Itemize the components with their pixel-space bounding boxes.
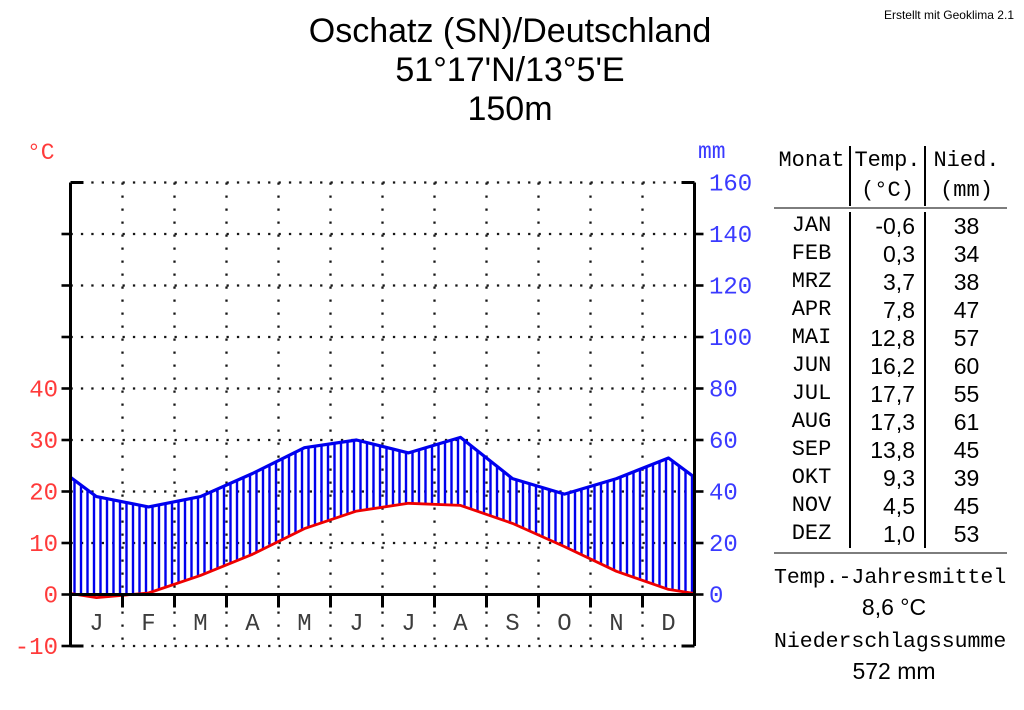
month-label: M (193, 611, 207, 638)
month-label: S (505, 611, 519, 638)
table-row-5-month: JUN (774, 352, 851, 380)
right-axis-label: 160 (709, 172, 752, 199)
table-row-5-temp: 16,2 (851, 352, 926, 380)
summary-block: Temp.-Jahresmittel 8,6 °C Niederschlagss… (774, 565, 1014, 685)
month-label: J (349, 611, 363, 638)
left-axis-label: 30 (29, 429, 58, 456)
table-row-10-month: NOV (774, 492, 851, 520)
month-label: F (141, 611, 155, 638)
month-label: J (89, 611, 103, 638)
month-label: J (401, 611, 415, 638)
table-row-7-month: AUG (774, 408, 851, 436)
col-header-temp-unit: (°C) (851, 176, 926, 206)
temp-mean-value: 8,6 °C (861, 594, 927, 620)
table-row-4-nied: 57 (953, 325, 980, 351)
right-axis-label: 140 (709, 223, 752, 250)
right-axis-label: 120 (709, 275, 752, 302)
table-row-7-temp: 17,3 (851, 408, 926, 436)
table-row-1-nied: 34 (953, 241, 980, 267)
col-header-monat: Monat (774, 146, 851, 176)
table-row-6-temp: 17,7 (851, 380, 926, 408)
station-elevation: 150m (467, 90, 553, 128)
month-label: A (245, 611, 260, 638)
table-bottom-rule (774, 552, 1007, 554)
table-row-8-nied: 45 (953, 437, 980, 463)
left-axis-label: 20 (29, 481, 58, 508)
climate-table: Monat Temp. Nied. (°C) (mm) JAN -0,6 38 FEB… (774, 146, 1014, 557)
table-row-10-nied: 45 (953, 493, 980, 519)
table-row-1-month: FEB (774, 240, 851, 268)
table-row-0-month: JAN (774, 212, 851, 240)
month-label: N (609, 611, 623, 638)
data-panel: Monat Temp. Nied. (°C) (mm) JAN -0,6 38 FEB… (774, 146, 1014, 685)
table-row-8-temp: 13,8 (851, 436, 926, 464)
table-row-6-nied: 55 (953, 381, 980, 407)
month-label: A (453, 611, 468, 638)
table-row-11-month: DEZ (774, 520, 851, 548)
table-row-9-nied: 39 (953, 465, 980, 491)
table-row-3-nied: 47 (953, 297, 980, 323)
precip-sum-label: Niederschlagssumme (774, 630, 1007, 654)
table-row-3-temp: 7,8 (851, 296, 926, 324)
table-row-5-nied: 60 (953, 353, 980, 379)
table-header-rule (774, 207, 1007, 209)
right-axis-unit: mm (698, 139, 726, 165)
table-row-6-month: JUL (774, 380, 851, 408)
col-header-nied-unit: (mm) (940, 178, 993, 203)
table-row-11-nied: 53 (953, 521, 980, 547)
axes (61, 181, 704, 648)
table-row-9-temp: 9,3 (851, 464, 926, 492)
month-label: D (661, 611, 675, 638)
table-row-2-nied: 38 (953, 269, 980, 295)
left-axis-label: 0 (44, 584, 58, 611)
table-row-2-month: MRZ (774, 268, 851, 296)
table-row-2-temp: 3,7 (851, 268, 926, 296)
station-title: Oschatz (SN)/Deutschland (308, 12, 712, 50)
left-axis-label: -10 (15, 635, 58, 662)
right-axis-label: 80 (709, 378, 738, 405)
credit-note: Erstellt mit Geoklima 2.1 (883, 8, 1014, 22)
month-label: M (297, 611, 311, 638)
station-coordinates: 51°17'N/13°5'E (395, 51, 625, 89)
left-axis-label: 40 (29, 378, 58, 405)
col-header-temp: Temp. (851, 146, 926, 176)
month-label: O (557, 611, 571, 638)
right-axis-label: 0 (709, 584, 723, 611)
left-axis-unit: °C (27, 140, 55, 166)
table-row-0-temp: -0,6 (851, 212, 926, 240)
right-axis-label: 40 (709, 481, 738, 508)
right-axis-label: 60 (709, 429, 738, 456)
temperature-curve (70, 501, 695, 599)
table-row-7-nied: 61 (953, 409, 980, 435)
table-row-9-month: OKT (774, 464, 851, 492)
table-row-11-temp: 1,0 (851, 520, 926, 548)
table-row-3-month: APR (774, 296, 851, 324)
table-row-1-temp: 0,3 (851, 240, 926, 268)
table-row-4-month: MAI (774, 324, 851, 352)
table-row-0-nied: 38 (953, 213, 980, 239)
col-header-nied: Nied. (933, 148, 1000, 173)
table-row-10-temp: 4,5 (851, 492, 926, 520)
right-axis-label: 100 (709, 326, 752, 353)
chart-title-block: Oschatz (SN)/Deutschland 51°17'N/13°5'E … (0, 12, 1020, 129)
col-header-monat-unit (774, 176, 851, 206)
left-axis-label: 10 (29, 532, 58, 559)
humid-area (70, 437, 695, 595)
table-row-8-month: SEP (774, 436, 851, 464)
right-axis-label: 20 (709, 532, 738, 559)
table-row-4-temp: 12,8 (851, 324, 926, 352)
temp-mean-label: Temp.-Jahresmittel (774, 566, 1007, 590)
precip-sum-value: 572 mm (852, 658, 936, 684)
precipitation-curve (69, 435, 696, 509)
